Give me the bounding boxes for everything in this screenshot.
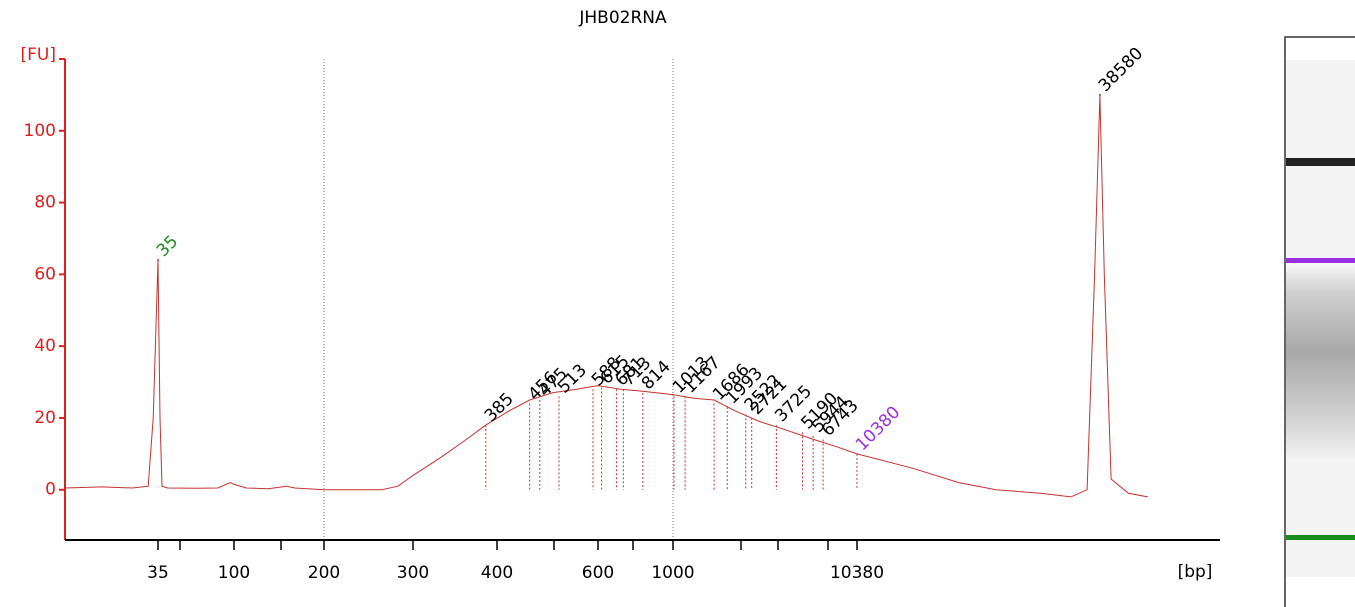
trace bbox=[64, 94, 1148, 498]
peak-label: 35 bbox=[153, 232, 182, 261]
y-tick-label: 40 bbox=[34, 336, 56, 356]
peak-point bbox=[1098, 93, 1101, 96]
x-tick-label: 200 bbox=[308, 563, 340, 583]
y-axis-label: [FU] bbox=[21, 45, 57, 65]
x-tick-label: 100 bbox=[218, 563, 250, 583]
peak-point bbox=[157, 259, 159, 262]
x-tick-label: 10380 bbox=[830, 563, 884, 583]
x-tick-label: 300 bbox=[397, 563, 429, 583]
x-tick-label: 600 bbox=[582, 563, 614, 583]
x-axis-label: [bp] bbox=[1178, 562, 1213, 582]
y-tick-label: 60 bbox=[34, 264, 56, 284]
peak-label: 38580 bbox=[1095, 44, 1147, 96]
x-tick-label: 35 bbox=[147, 563, 169, 583]
y-tick-label: 100 bbox=[24, 121, 56, 141]
peak-label: 385 bbox=[481, 389, 518, 426]
y-tick-label: 80 bbox=[34, 193, 56, 213]
x-tick-label: 1000 bbox=[651, 563, 694, 583]
chart-title: JHB02RNA bbox=[578, 8, 667, 28]
x-tick-label: 400 bbox=[481, 563, 513, 583]
y-tick-label: 0 bbox=[45, 480, 56, 500]
y-tick-label: 20 bbox=[34, 408, 56, 428]
gel-lane bbox=[1284, 36, 1355, 607]
